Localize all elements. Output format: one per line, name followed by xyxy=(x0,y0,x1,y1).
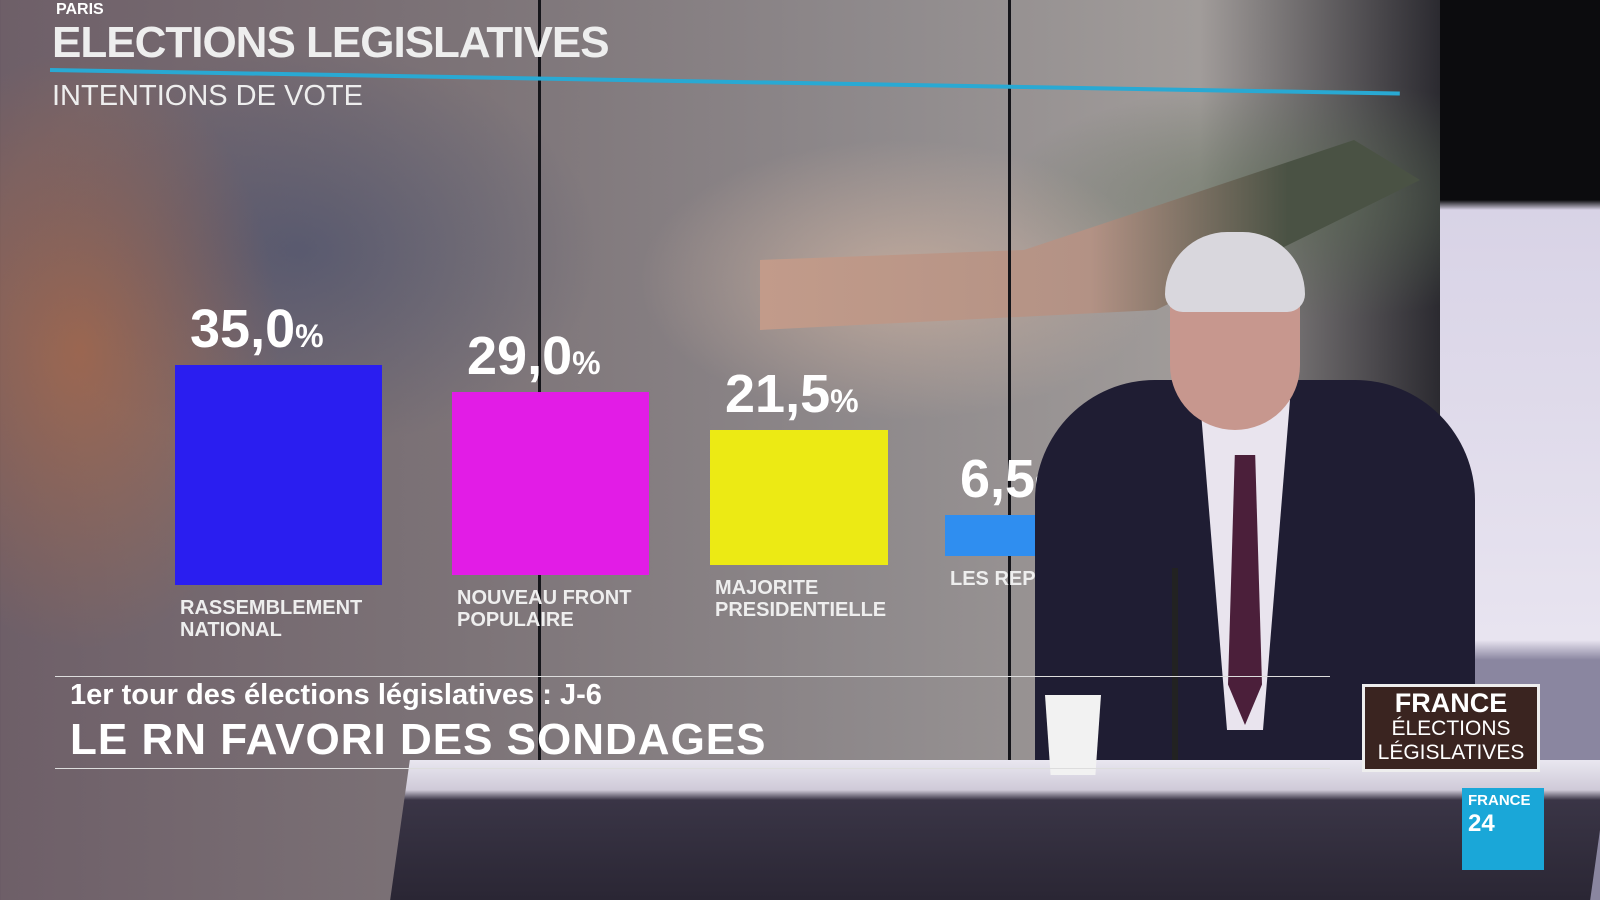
presenter-tie xyxy=(1228,455,1262,725)
graphic-title: ELECTIONS LEGISLATIVES xyxy=(52,18,610,67)
bar xyxy=(710,429,888,565)
value-label: 21,5% xyxy=(725,363,859,424)
value-label: 35,0% xyxy=(190,298,324,359)
program-logo: FRANCE ÉLECTIONS LÉGISLATIVES xyxy=(1362,684,1540,772)
screen-divider xyxy=(1008,0,1011,800)
banner-divider xyxy=(55,676,1330,677)
logo-text: 24 xyxy=(1468,810,1495,837)
value-label: 29,0% xyxy=(467,326,601,387)
studio-desk xyxy=(390,760,1600,900)
france24-logo: FRANCE 24 xyxy=(1462,788,1544,870)
bar xyxy=(452,392,649,575)
category-label: MAJORITE PRESIDENTIELLE xyxy=(715,577,887,621)
microphone xyxy=(1172,568,1178,778)
category-label: NOUVEAU FRONT POPULAIRE xyxy=(457,587,632,631)
graphic-subtitle: INTENTIONS DE VOTE xyxy=(52,80,363,112)
category-label: RASSEMBLEMENT NATIONAL xyxy=(180,597,363,641)
program-logo-line: ÉLECTIONS xyxy=(1391,717,1511,740)
lower-third-kicker: 1er tour des élections législatives : J-… xyxy=(70,679,602,711)
location-label: PARIS xyxy=(56,1,104,18)
lower-third-headline: LE RN FAVORI DES SONDAGES xyxy=(70,715,767,764)
bar xyxy=(945,515,1045,556)
banner-divider xyxy=(55,768,1330,769)
bar xyxy=(175,364,382,585)
program-logo-line: FRANCE xyxy=(1394,688,1508,718)
presenter-hair xyxy=(1165,232,1305,312)
program-logo-line: LÉGISLATIVES xyxy=(1377,741,1525,764)
logo-text: FRANCE xyxy=(1468,792,1531,809)
paper-cup xyxy=(1045,695,1101,775)
